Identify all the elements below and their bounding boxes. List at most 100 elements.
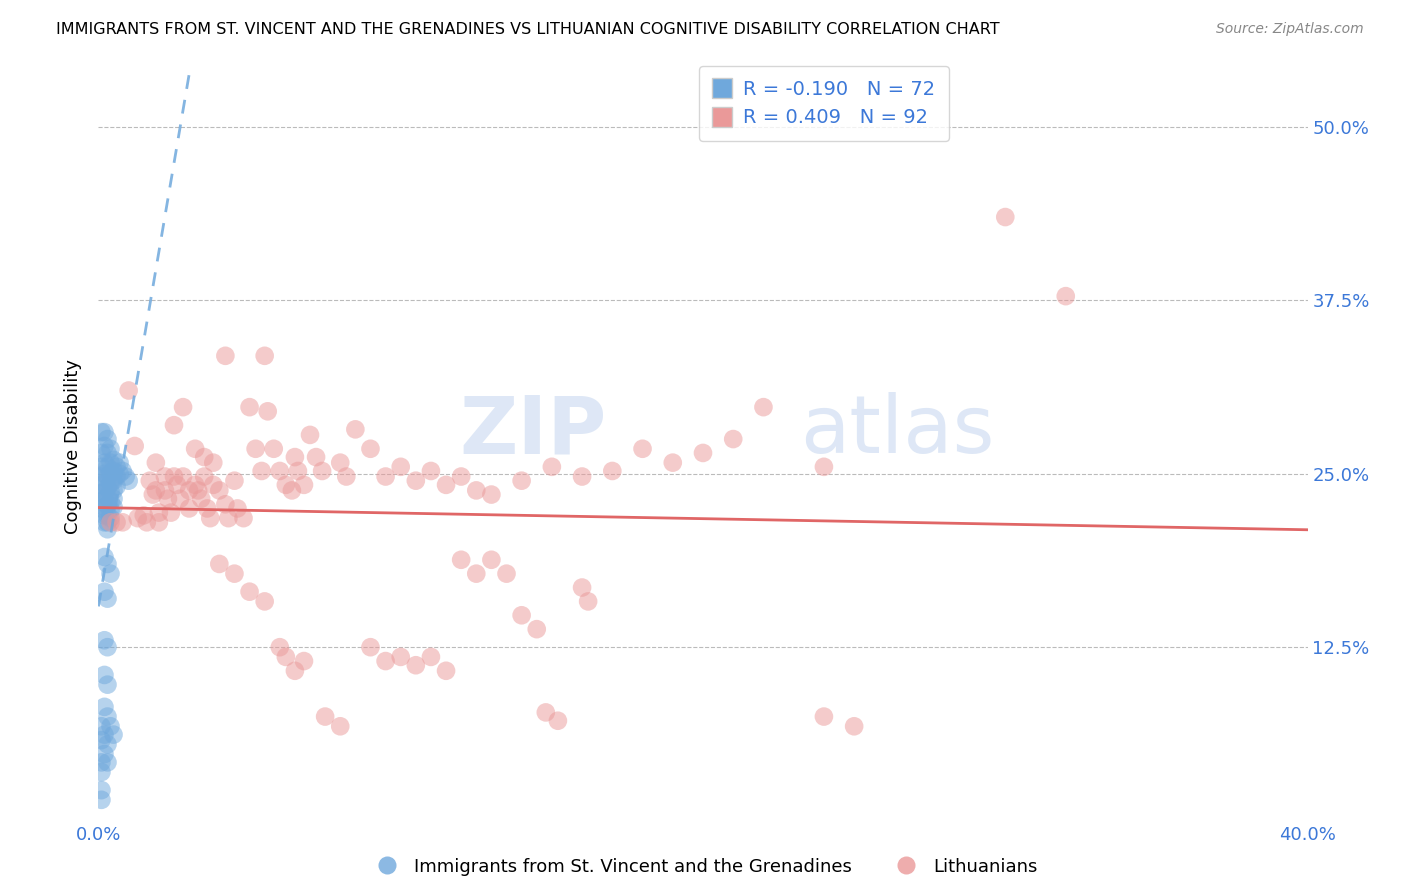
Point [661,456,683,470]
Point [93,633,115,648]
Point [105,516,128,530]
Point [132,508,155,523]
Point [100,494,122,508]
Point [93,425,115,439]
Point [100,467,122,481]
Point [96,446,118,460]
Point [232,511,254,525]
Point [329,719,352,733]
Point [389,459,412,474]
Point [179,483,201,498]
Point [96,491,118,505]
Point [103,453,125,467]
Point [389,649,412,664]
Point [148,506,170,520]
Y-axis label: Cognitive Disability: Cognitive Disability [65,359,83,533]
Point [284,450,307,464]
Point [100,442,122,456]
Point [93,456,115,470]
Point [90,719,112,733]
Point [103,491,125,506]
Point [311,464,333,478]
Point [813,459,835,474]
Point [100,516,122,530]
Point [108,456,131,470]
Point [450,553,472,567]
Point [111,516,134,530]
Point [752,400,775,414]
Point [100,484,122,499]
Point [124,439,146,453]
Point [299,428,322,442]
Point [111,464,134,478]
Point [90,425,112,439]
Point [103,464,125,478]
Point [253,594,276,608]
Point [571,581,593,595]
Point [314,709,336,723]
Point [510,474,533,488]
Point [96,469,118,483]
Point [96,499,118,513]
Point [127,511,149,525]
Point [217,511,239,525]
Point [692,446,714,460]
Point [93,668,115,682]
Point [105,459,128,474]
Point [405,658,427,673]
Point [184,442,207,456]
Point [465,566,488,581]
Point [813,709,835,723]
Point [90,765,112,780]
Point [100,456,122,470]
Point [90,478,112,492]
Point [156,491,179,506]
Point [184,478,207,492]
Point [145,483,167,498]
Point [208,483,231,498]
Point [202,456,225,470]
Point [172,400,194,414]
Point [93,699,115,714]
Point [481,553,503,567]
Point [96,591,118,606]
Point [93,500,115,514]
Point [96,737,118,751]
Point [96,640,118,655]
Point [631,442,654,456]
Point [723,432,745,446]
Point [93,584,115,599]
Point [374,654,396,668]
Point [153,469,176,483]
Point [96,432,118,446]
Point [1054,289,1077,303]
Point [90,494,112,508]
Point [90,793,112,807]
Point [329,456,352,470]
Point [256,404,278,418]
Point [547,714,569,728]
Point [193,469,215,483]
Point [253,349,276,363]
Point [96,709,118,723]
Point [118,384,141,398]
Point [90,469,112,483]
Point [172,469,194,483]
Point [96,756,118,770]
Point [250,464,273,478]
Point [239,400,262,414]
Point [103,500,125,514]
Point [96,557,118,571]
Point [405,474,427,488]
Point [90,783,112,797]
Point [245,442,267,456]
Point [281,483,304,498]
Point [360,640,382,655]
Point [93,467,115,481]
Point [844,719,866,733]
Point [526,622,548,636]
Point [287,464,309,478]
Point [90,446,112,460]
Point [163,418,186,433]
Point [103,474,125,488]
